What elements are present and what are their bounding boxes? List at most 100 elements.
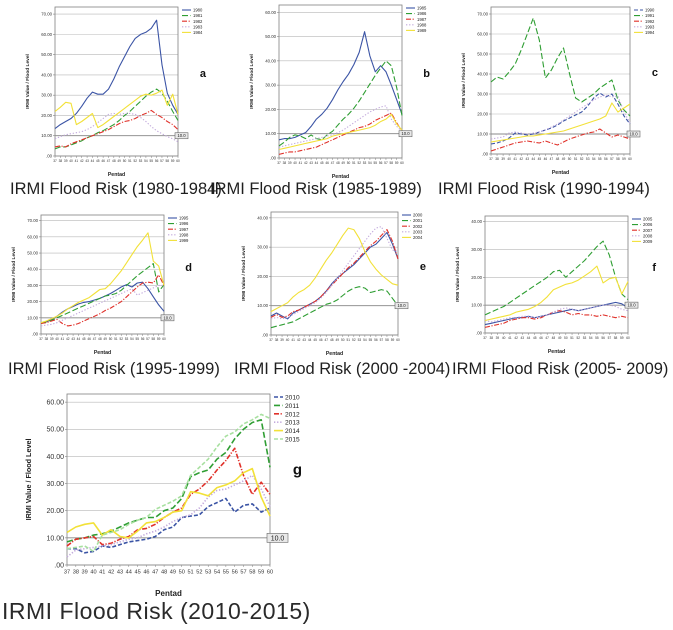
svg-text:37: 37 [489,157,493,161]
caption-chart-f: IRMI Flood Risk (2005- 2009) [452,360,669,378]
svg-text:51: 51 [128,159,132,163]
svg-text:1983: 1983 [193,24,203,29]
svg-text:56: 56 [379,161,383,165]
svg-text:45: 45 [320,161,324,165]
svg-text:45: 45 [313,338,317,342]
svg-text:51: 51 [352,161,356,165]
svg-text:45: 45 [96,159,100,163]
svg-text:60.00: 60.00 [46,400,64,407]
svg-text:49: 49 [558,336,562,340]
svg-text:48: 48 [161,570,167,576]
svg-text:47: 47 [152,570,158,576]
svg-text:44: 44 [77,337,81,341]
svg-text:2011: 2011 [285,403,300,410]
svg-text:40.00: 40.00 [41,72,52,77]
svg-text:47: 47 [550,157,554,161]
svg-text:59: 59 [395,161,399,165]
chart-e: .00 10.00 20.00 30.00 40.00 37 38 39 40 41 42 43 44 4… [238,207,438,357]
svg-text:38: 38 [73,570,79,576]
svg-text:50: 50 [564,336,568,340]
svg-text:46: 46 [101,159,105,163]
svg-text:50.00: 50.00 [477,52,488,57]
svg-text:47: 47 [331,161,335,165]
svg-text:1995: 1995 [179,216,189,221]
svg-text:54: 54 [130,337,134,341]
svg-text:50: 50 [568,157,572,161]
svg-text:Pentad: Pentad [155,589,182,598]
svg-text:2005: 2005 [643,217,653,222]
svg-text:1982: 1982 [193,19,203,24]
svg-text:57: 57 [240,570,246,576]
svg-text:10.00: 10.00 [27,315,38,320]
svg-text:20.00: 20.00 [471,275,482,280]
svg-text:40.00: 40.00 [471,219,482,224]
svg-text:37: 37 [53,159,57,163]
svg-text:Pentad: Pentad [326,351,343,357]
svg-text:40.00: 40.00 [46,454,64,461]
svg-text:2003: 2003 [413,229,423,234]
svg-text:53: 53 [139,159,143,163]
chart-f: .00 10.00 20.00 30.00 40.00 37 38 39 40 41 42 43 44 4… [452,211,668,355]
svg-text:20.00: 20.00 [477,112,488,117]
svg-text:70.00: 70.00 [41,12,52,17]
svg-text:40: 40 [90,570,96,576]
caption-chart-g: IRMI Flood Risk (2010-2015) [2,598,311,624]
chart-d-canvas: .00 10.00 20.00 30.00 40.00 50.00 60.00 70.00 37… [11,214,192,356]
svg-text:50: 50 [179,570,185,576]
svg-text:39: 39 [82,570,88,576]
svg-text:53: 53 [358,338,362,342]
svg-text:1990: 1990 [645,8,655,13]
svg-text:59: 59 [171,159,175,163]
svg-text:38: 38 [275,338,279,342]
svg-text:60: 60 [628,157,632,161]
svg-text:54: 54 [214,570,220,576]
svg-text:56: 56 [155,159,159,163]
svg-text:Pentad: Pentad [332,174,349,180]
svg-text:59: 59 [620,336,624,340]
svg-text:46: 46 [325,161,329,165]
svg-text:54: 54 [363,338,367,342]
svg-text:53: 53 [205,570,211,576]
svg-text:46: 46 [539,336,543,340]
svg-text:10.0: 10.0 [271,535,285,542]
svg-text:41: 41 [291,338,295,342]
svg-text:54: 54 [144,159,148,163]
svg-text:56: 56 [604,157,608,161]
svg-text:42: 42 [304,161,308,165]
svg-text:58: 58 [166,159,170,163]
svg-text:43: 43 [309,161,313,165]
svg-text:50: 50 [109,337,113,341]
svg-text:52: 52 [196,570,202,576]
caption-chart-e: IRMI Flood Risk (2000 -2004) [234,360,451,378]
svg-text:2001: 2001 [413,218,423,223]
svg-text:53: 53 [125,337,129,341]
svg-text:52: 52 [576,336,580,340]
svg-text:51: 51 [574,157,578,161]
svg-text:.00: .00 [54,562,64,569]
svg-text:60: 60 [400,161,404,165]
svg-text:f: f [652,262,656,274]
svg-text:52: 52 [352,338,356,342]
svg-text:IRMI Value / Flood Level: IRMI Value / Flood Level [11,247,17,302]
svg-text:30.00: 30.00 [477,92,488,97]
svg-text:43: 43 [71,337,75,341]
svg-text:39: 39 [50,337,54,341]
svg-text:56: 56 [601,336,605,340]
svg-text:a: a [200,68,207,80]
svg-text:60: 60 [626,336,630,340]
svg-text:1980: 1980 [193,8,203,13]
svg-text:47: 47 [324,338,328,342]
svg-text:58: 58 [390,161,394,165]
svg-text:2008: 2008 [643,233,653,238]
svg-text:48: 48 [556,157,560,161]
svg-text:55: 55 [373,161,377,165]
caption-chart-a: IRMI Flood Risk (1980-1984) [10,180,222,198]
svg-text:50.00: 50.00 [46,427,64,434]
svg-text:1996: 1996 [179,221,189,226]
svg-text:10.00: 10.00 [477,132,488,137]
svg-text:57: 57 [160,159,164,163]
svg-text:d: d [185,262,192,274]
svg-text:40: 40 [55,337,59,341]
